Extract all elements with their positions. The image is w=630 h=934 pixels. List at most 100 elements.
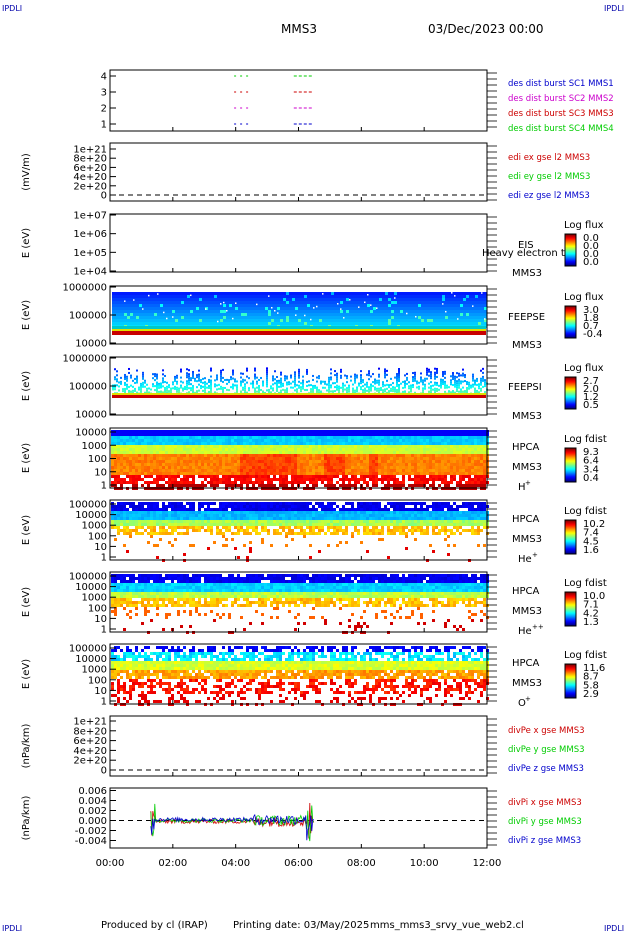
spectro-cell — [114, 478, 117, 481]
spectro-cell — [298, 322, 301, 325]
spectro-cell — [222, 466, 225, 469]
spectro-cell — [429, 442, 432, 445]
spectro-cell — [298, 370, 300, 373]
spectro-cell — [482, 385, 484, 388]
spectro-cell — [123, 433, 126, 436]
spectro-cell — [123, 448, 126, 451]
spectro-cell — [123, 481, 126, 484]
colorbar-cell — [565, 379, 576, 381]
spectro-cell — [217, 313, 220, 316]
spectro-cell — [430, 301, 433, 304]
spectro-cell — [166, 295, 169, 298]
spectro-cell — [214, 319, 217, 322]
spectro-cell — [126, 460, 129, 463]
spectro-cell — [346, 301, 349, 304]
spectro-cell — [378, 383, 380, 386]
spectro-cell — [117, 475, 120, 478]
spectro-cell — [174, 379, 176, 382]
spectro-cell — [297, 433, 300, 436]
spectro-cell — [188, 369, 190, 372]
spectro-cell — [428, 374, 430, 377]
spectro-cell — [351, 460, 354, 463]
spectro-cell — [378, 472, 381, 475]
spectro-cell — [156, 466, 159, 469]
spectro-cell — [159, 433, 162, 436]
spectro-cell — [144, 460, 147, 463]
spectro-cell — [279, 469, 282, 472]
spectro-cell — [382, 381, 384, 384]
spectro-cell — [120, 463, 123, 466]
spectro-cell — [121, 313, 124, 316]
spectro-cell — [429, 475, 432, 478]
spectro-cell — [340, 295, 343, 298]
spectro-cell — [123, 466, 126, 469]
spectro-cell — [141, 484, 144, 487]
spectro-cell — [201, 454, 204, 457]
spectro-cell — [291, 439, 294, 442]
spectro-cell — [364, 313, 367, 316]
spectro-cell — [192, 376, 194, 379]
spectro-cell — [387, 439, 390, 442]
spectro-cell — [114, 442, 117, 445]
spectro-cell — [148, 310, 151, 313]
spectro-cell — [451, 295, 454, 298]
spectro-cell — [357, 436, 360, 439]
spectro-cell — [405, 466, 408, 469]
spectro-cell — [127, 316, 130, 319]
spectro-cell — [127, 319, 130, 322]
spectro-cell — [448, 301, 451, 304]
spectro-cell — [484, 385, 486, 388]
spectro-cell — [214, 301, 217, 304]
spectro-cell — [178, 292, 181, 295]
spectro-cell — [409, 322, 412, 325]
spectro-cell — [213, 460, 216, 463]
spectro-cell — [481, 319, 484, 322]
spectro-cell — [193, 295, 196, 298]
spectro-cell — [368, 388, 370, 391]
spectro-cell — [444, 386, 446, 389]
spectro-cell — [277, 313, 280, 316]
spectro-cell — [354, 377, 356, 380]
spectro-cell — [133, 310, 136, 313]
spectro-cell — [171, 469, 174, 472]
spectro-cell — [391, 319, 394, 322]
colorbar-cell — [565, 391, 576, 394]
spectro-cell — [402, 439, 405, 442]
spectro-cell — [135, 442, 138, 445]
spectro-cell — [193, 307, 196, 310]
spectro-cell — [438, 451, 441, 454]
spectro-cell — [465, 451, 468, 454]
spectro-cell — [334, 304, 337, 307]
spectro-cell — [403, 310, 406, 313]
spectro-cell — [475, 292, 478, 295]
spectro-cell — [445, 295, 448, 298]
spectro-cell — [285, 481, 288, 484]
spectro-cell — [279, 481, 282, 484]
spectro-cell — [187, 316, 190, 319]
spectro-cell — [355, 316, 358, 319]
spectro-cell — [262, 313, 265, 316]
spectro-band — [112, 331, 486, 335]
spectro-cell — [472, 301, 475, 304]
spectro-cell — [322, 295, 325, 298]
feepsi-panel-instrument: FEEPSI — [508, 382, 542, 393]
spectro-cell — [154, 301, 157, 304]
spectro-cell — [356, 374, 358, 377]
spectro-cell — [416, 382, 418, 385]
spectro-cell — [310, 310, 313, 313]
spectro-cell — [403, 292, 406, 295]
spectro-cell — [435, 472, 438, 475]
spectro-cell — [198, 375, 200, 378]
spectro-cell — [190, 389, 192, 392]
spectro-cell — [300, 472, 303, 475]
spectro-cell — [436, 298, 439, 301]
spectro-cell — [292, 304, 295, 307]
spectro-cell — [270, 436, 273, 439]
spectro-cell — [398, 371, 400, 374]
spectro-cell — [116, 384, 118, 387]
spectro-cell — [168, 433, 171, 436]
spectro-cell — [120, 469, 123, 472]
spectro-cell — [145, 295, 148, 298]
spectro-cell — [358, 313, 361, 316]
spectro-cell — [120, 466, 123, 469]
